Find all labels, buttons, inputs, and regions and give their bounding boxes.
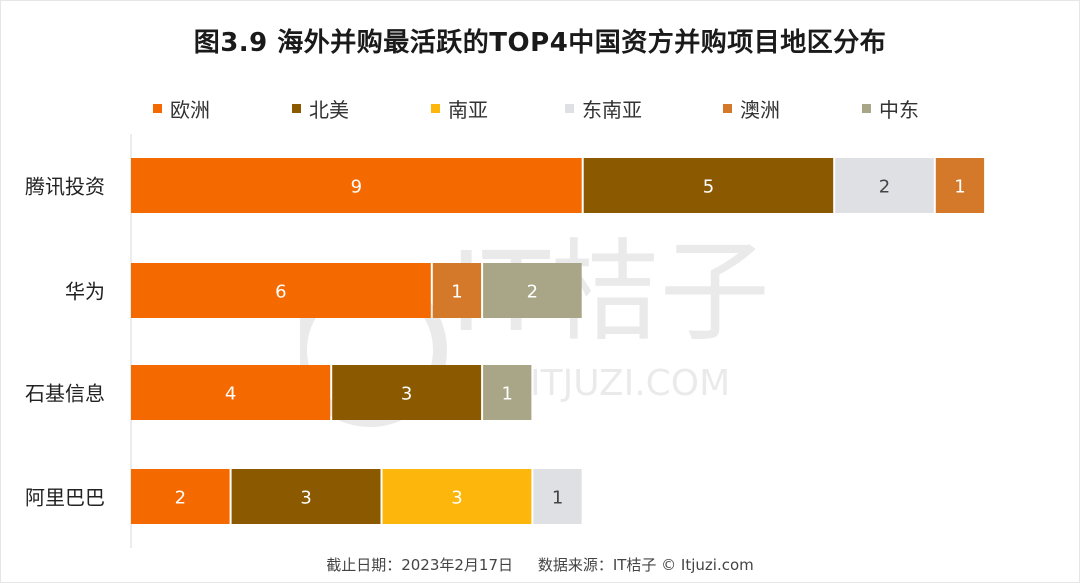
legend-swatch	[862, 104, 871, 113]
legend-item-4: 澳洲	[723, 94, 780, 123]
bar-segment	[432, 263, 482, 318]
category-label: 石基信息	[25, 382, 105, 406]
data-label: 3	[401, 384, 412, 405]
bar-segment	[131, 469, 230, 524]
bar-segment	[231, 469, 381, 524]
legend-swatch	[565, 104, 574, 113]
legend-item-5: 中东	[862, 94, 919, 123]
data-label: 3	[451, 488, 462, 509]
data-label: 2	[527, 282, 538, 303]
category-label: 华为	[65, 280, 105, 304]
bar-segment	[533, 469, 582, 524]
legend-swatch	[153, 104, 162, 113]
data-label: 1	[552, 488, 563, 509]
data-label: 2	[879, 177, 890, 198]
legend-swatch	[431, 104, 440, 113]
footer-date: 截止日期：2023年2月17日	[326, 556, 514, 574]
legend-label: 东南亚	[582, 98, 642, 122]
legend-item-3: 东南亚	[565, 94, 642, 123]
legend-label: 欧洲	[170, 98, 210, 122]
legend-swatch	[292, 104, 301, 113]
legend-label: 北美	[309, 98, 349, 122]
data-label: 1	[502, 384, 513, 405]
data-label: 5	[703, 177, 714, 198]
bar-segment	[131, 263, 431, 318]
bar-segment	[583, 158, 834, 213]
data-label: 1	[451, 282, 462, 303]
data-label: 3	[300, 488, 311, 509]
data-label: 1	[954, 177, 965, 198]
chart-title: 图3.9 海外并购最活跃的TOP4中国资方并购项目地区分布	[193, 28, 887, 58]
bar-segment	[483, 263, 582, 318]
data-label: 4	[225, 384, 236, 405]
category-label: 腾讯投资	[25, 175, 105, 199]
legend-label: 南亚	[448, 98, 488, 122]
bar-segment	[835, 158, 934, 213]
bar-segment	[131, 365, 331, 420]
bar-segment	[382, 469, 532, 524]
footer-source: 数据来源：IT桔子 © Itjuzi.com	[537, 556, 754, 574]
bar-segment	[935, 158, 985, 213]
chart-footer: 截止日期：2023年2月17日 数据来源：IT桔子 © Itjuzi.com	[0, 554, 1080, 575]
legend-swatch	[723, 104, 732, 113]
data-label: 2	[175, 488, 186, 509]
data-label: 9	[351, 177, 362, 198]
bar-segment	[483, 365, 532, 420]
legend-label: 澳洲	[740, 98, 780, 122]
legend-item-0: 欧洲	[153, 94, 210, 123]
category-label: 阿里巴巴	[25, 486, 105, 510]
bar-segment	[332, 365, 482, 420]
legend-label: 中东	[879, 98, 919, 122]
legend-item-1: 北美	[292, 94, 349, 123]
data-label: 6	[275, 282, 286, 303]
legend-item-2: 南亚	[431, 94, 488, 123]
chart-legend: 欧洲 北美 南亚 东南亚 澳洲 中东	[0, 94, 1080, 122]
bar-segment	[131, 158, 582, 213]
